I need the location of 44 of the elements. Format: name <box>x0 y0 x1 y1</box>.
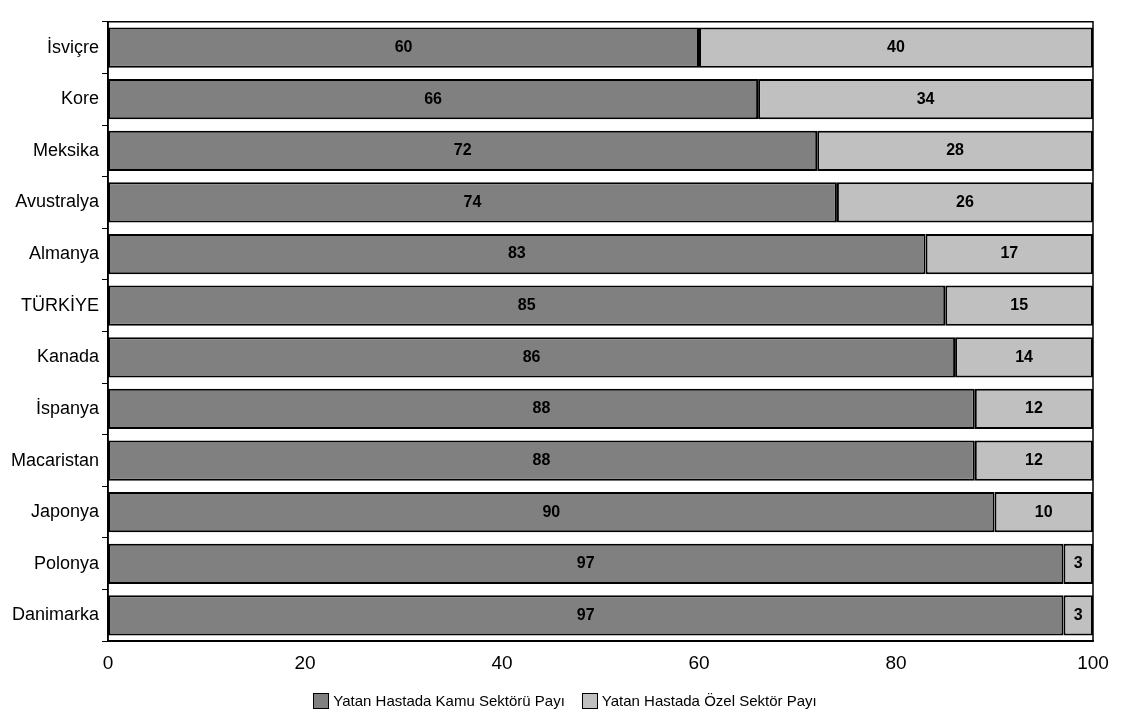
y-tick-label: Almanya <box>29 243 101 264</box>
data-label: 86 <box>522 347 541 365</box>
data-label: 14 <box>1015 347 1034 365</box>
x-tick-label: 40 <box>491 651 513 673</box>
data-label: 88 <box>532 399 551 417</box>
data-label: 97 <box>576 605 595 623</box>
data-label: 90 <box>542 502 561 520</box>
data-label: 3 <box>1073 605 1083 623</box>
data-label: 88 <box>532 450 551 468</box>
x-tick-label: 20 <box>294 651 316 673</box>
data-label: 74 <box>463 192 482 210</box>
data-label: 17 <box>1000 244 1019 262</box>
y-tick-label: Kore <box>61 88 100 109</box>
legend-label: Yatan Hastada Kamu Sektörü Payı <box>333 692 565 709</box>
data-label: 72 <box>453 141 472 159</box>
x-tick-label: 60 <box>688 651 710 673</box>
data-label: 10 <box>1034 502 1053 520</box>
data-label: 85 <box>517 296 536 314</box>
y-tick-label: Kanada <box>36 346 101 367</box>
y-tick-label: TÜRKİYE <box>21 294 100 315</box>
data-label: 12 <box>1025 399 1043 417</box>
data-label: 83 <box>507 244 526 262</box>
data-label: 97 <box>576 554 595 572</box>
x-tick-label: 100 <box>1077 651 1109 673</box>
data-label: 40 <box>887 38 906 56</box>
data-label: 12 <box>1025 450 1043 468</box>
y-tick-label: Avustralya <box>15 191 101 212</box>
y-tick-label: Polonya <box>33 552 101 573</box>
data-label: 34 <box>916 89 935 107</box>
y-tick-label: İsviçre <box>47 36 100 57</box>
x-tick-label: 0 <box>102 651 114 673</box>
data-label: 28 <box>946 141 965 159</box>
data-label: 3 <box>1073 554 1083 572</box>
y-tick-label: İspanya <box>35 397 101 418</box>
y-tick-label: Danimarka <box>12 604 101 625</box>
data-label: 26 <box>956 192 974 210</box>
y-tick-label: Meksika <box>33 139 101 160</box>
data-label: 60 <box>394 38 413 56</box>
data-label: 66 <box>424 89 443 107</box>
y-tick-label: Japonya <box>30 501 101 522</box>
x-tick-label: 80 <box>885 651 907 673</box>
y-tick-label: Macaristan <box>11 449 100 470</box>
legend-label: Yatan Hastada Özel Sektör Payı <box>601 692 817 709</box>
data-label: 15 <box>1010 296 1029 314</box>
